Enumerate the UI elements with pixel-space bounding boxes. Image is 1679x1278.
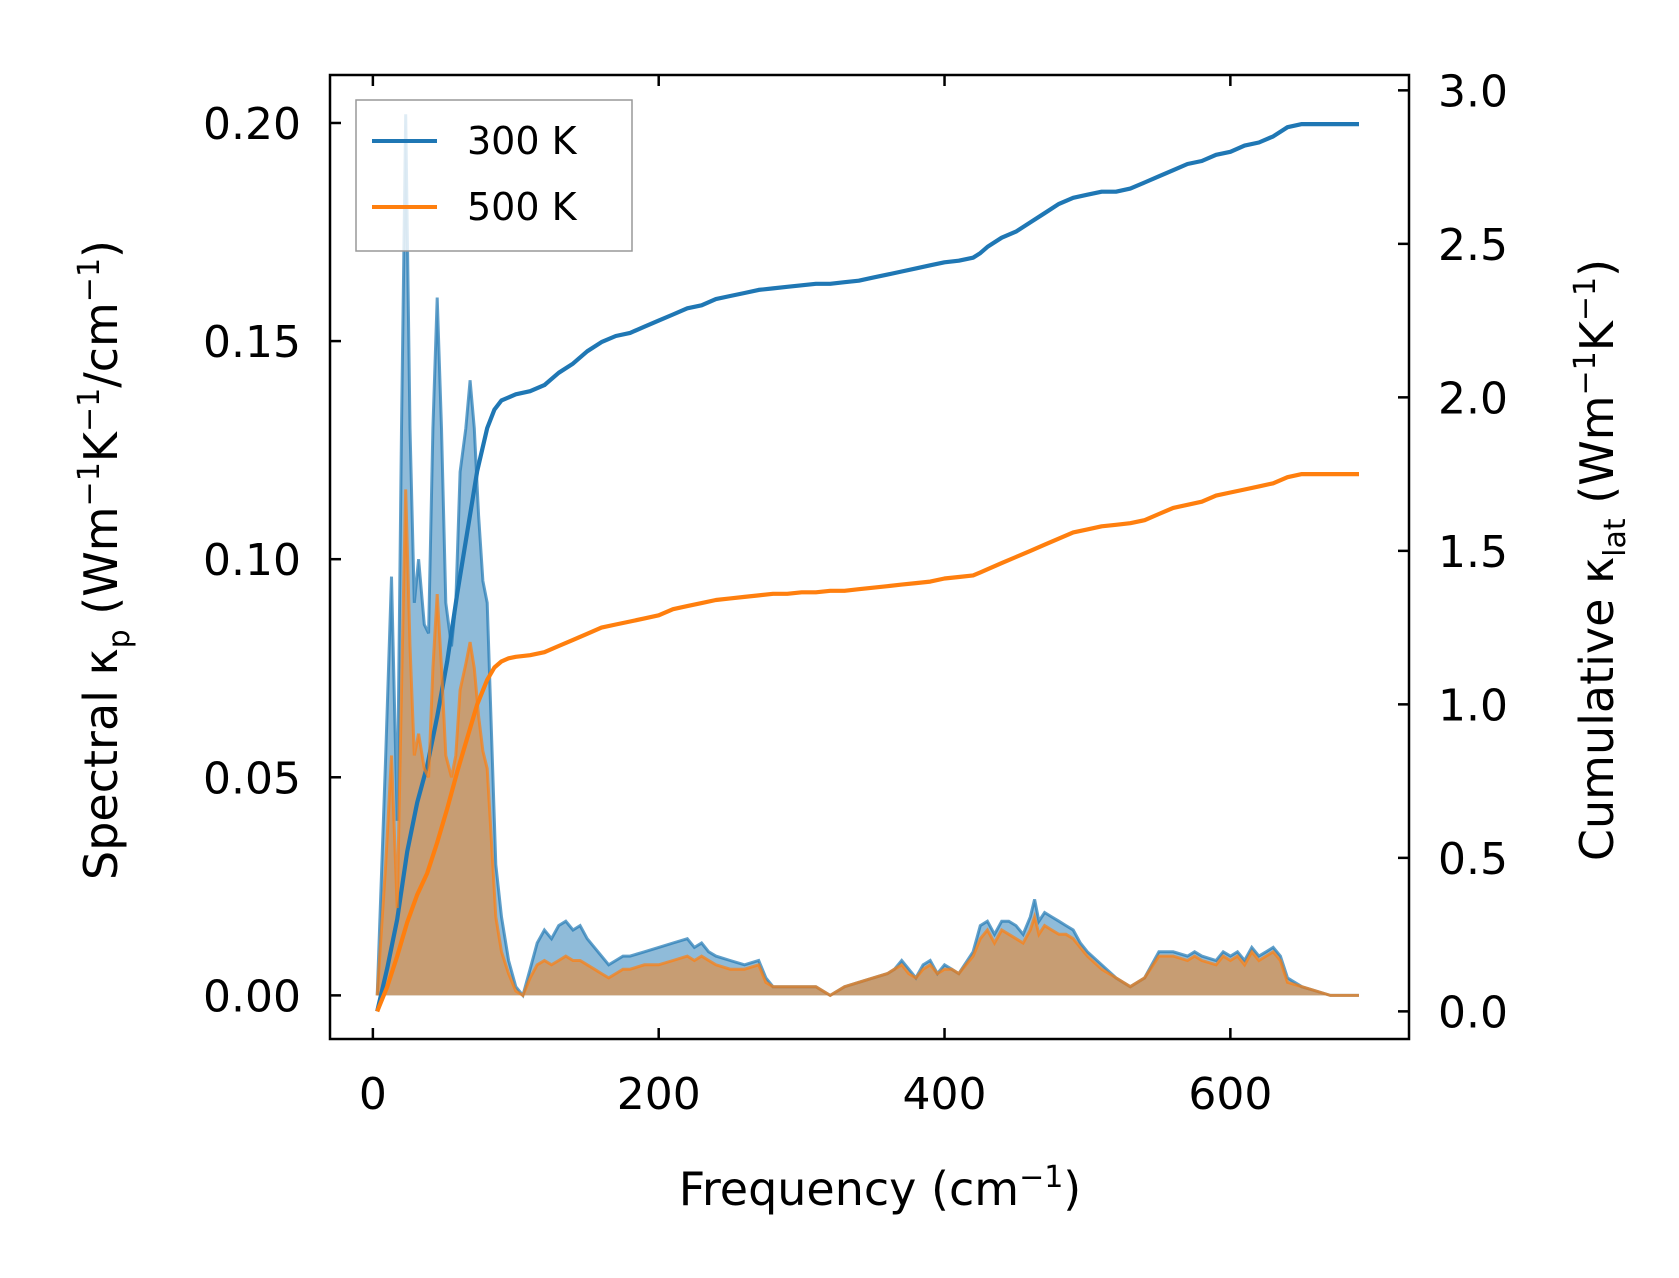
y-right-label-part: ) xyxy=(1570,259,1624,277)
y-right-label-part: K xyxy=(1570,319,1624,351)
y-left-label-part: −1 xyxy=(72,388,107,432)
y-left-tick-label: 0.20 xyxy=(203,99,301,150)
x-tick-label: 0 xyxy=(359,1069,387,1120)
spectral-line-500k xyxy=(375,489,1359,998)
legend-label-300k: 300 K xyxy=(467,119,578,163)
y-right-label-part: −1 xyxy=(1568,351,1603,395)
y-left-label-part: p xyxy=(102,629,137,648)
legend-label-500k: 500 K xyxy=(467,185,578,229)
y-right-tick-label: 2.5 xyxy=(1438,220,1508,271)
legend-box xyxy=(355,99,633,252)
y-left-label-part: (Wm xyxy=(74,506,128,629)
y-left-tick-label: 0.10 xyxy=(203,535,301,586)
y-axis-left-label: Spectral κp (Wm−1K−1/cm−1) xyxy=(72,240,137,880)
y-right-tick-label: 1.5 xyxy=(1438,527,1508,578)
y-left-tick-label: 0.00 xyxy=(203,971,301,1022)
x-axis-label-end: ) xyxy=(1063,1162,1081,1216)
x-tick-label: 200 xyxy=(617,1069,701,1120)
cumulative-line-300k xyxy=(375,122,1359,1012)
y-right-label-part: lat xyxy=(1598,518,1633,557)
x-tick-label: 600 xyxy=(1188,1069,1272,1120)
plot-frame xyxy=(328,73,1411,1041)
y-right-label-part: (Wm xyxy=(1570,395,1624,518)
y-left-label-part: −1 xyxy=(72,258,107,302)
tick-layer xyxy=(330,75,1409,1039)
y-right-tick-label: 3.0 xyxy=(1438,66,1508,117)
y-left-label-part: −1 xyxy=(72,462,107,506)
y-left-tick-label: 0.05 xyxy=(203,753,301,804)
y-axis-right-label: Cumulative κlat (Wm−1K−1) xyxy=(1568,259,1633,861)
series-line-layer xyxy=(375,114,1359,1013)
y-right-tick-label: 2.0 xyxy=(1438,373,1508,424)
legend: 300 K 500 K xyxy=(355,99,633,252)
y-left-label-part: K xyxy=(74,430,128,462)
spectral-area-500k xyxy=(377,489,1359,996)
tick-label-layer: 0 200 400 600 0.00 0.05 0.10 0.15 0.20 0.0 0.5 1.0 1… xyxy=(203,66,1508,1120)
x-axis-label: Frequency (cm−1) xyxy=(679,1160,1082,1216)
y-right-tick-label: 0.0 xyxy=(1438,987,1508,1038)
x-axis-label-main: Frequency (cm xyxy=(679,1162,1019,1216)
y-right-label-part: −1 xyxy=(1568,277,1603,321)
x-tick-label: 400 xyxy=(903,1069,987,1120)
cumulative-line-500k xyxy=(375,472,1359,1013)
y-left-label-part: Spectral κ xyxy=(74,648,128,880)
y-right-label-part: Cumulative κ xyxy=(1570,557,1624,861)
y-left-label-part: ) xyxy=(74,240,128,258)
y-right-tick-label: 0.5 xyxy=(1438,834,1508,885)
x-axis-label-sup: −1 xyxy=(1019,1160,1063,1195)
spectral-fill-layer xyxy=(377,114,1359,996)
y-left-tick-label: 0.15 xyxy=(203,317,301,368)
y-right-tick-label: 1.0 xyxy=(1438,680,1508,731)
y-left-label-part: /cm xyxy=(74,302,128,388)
